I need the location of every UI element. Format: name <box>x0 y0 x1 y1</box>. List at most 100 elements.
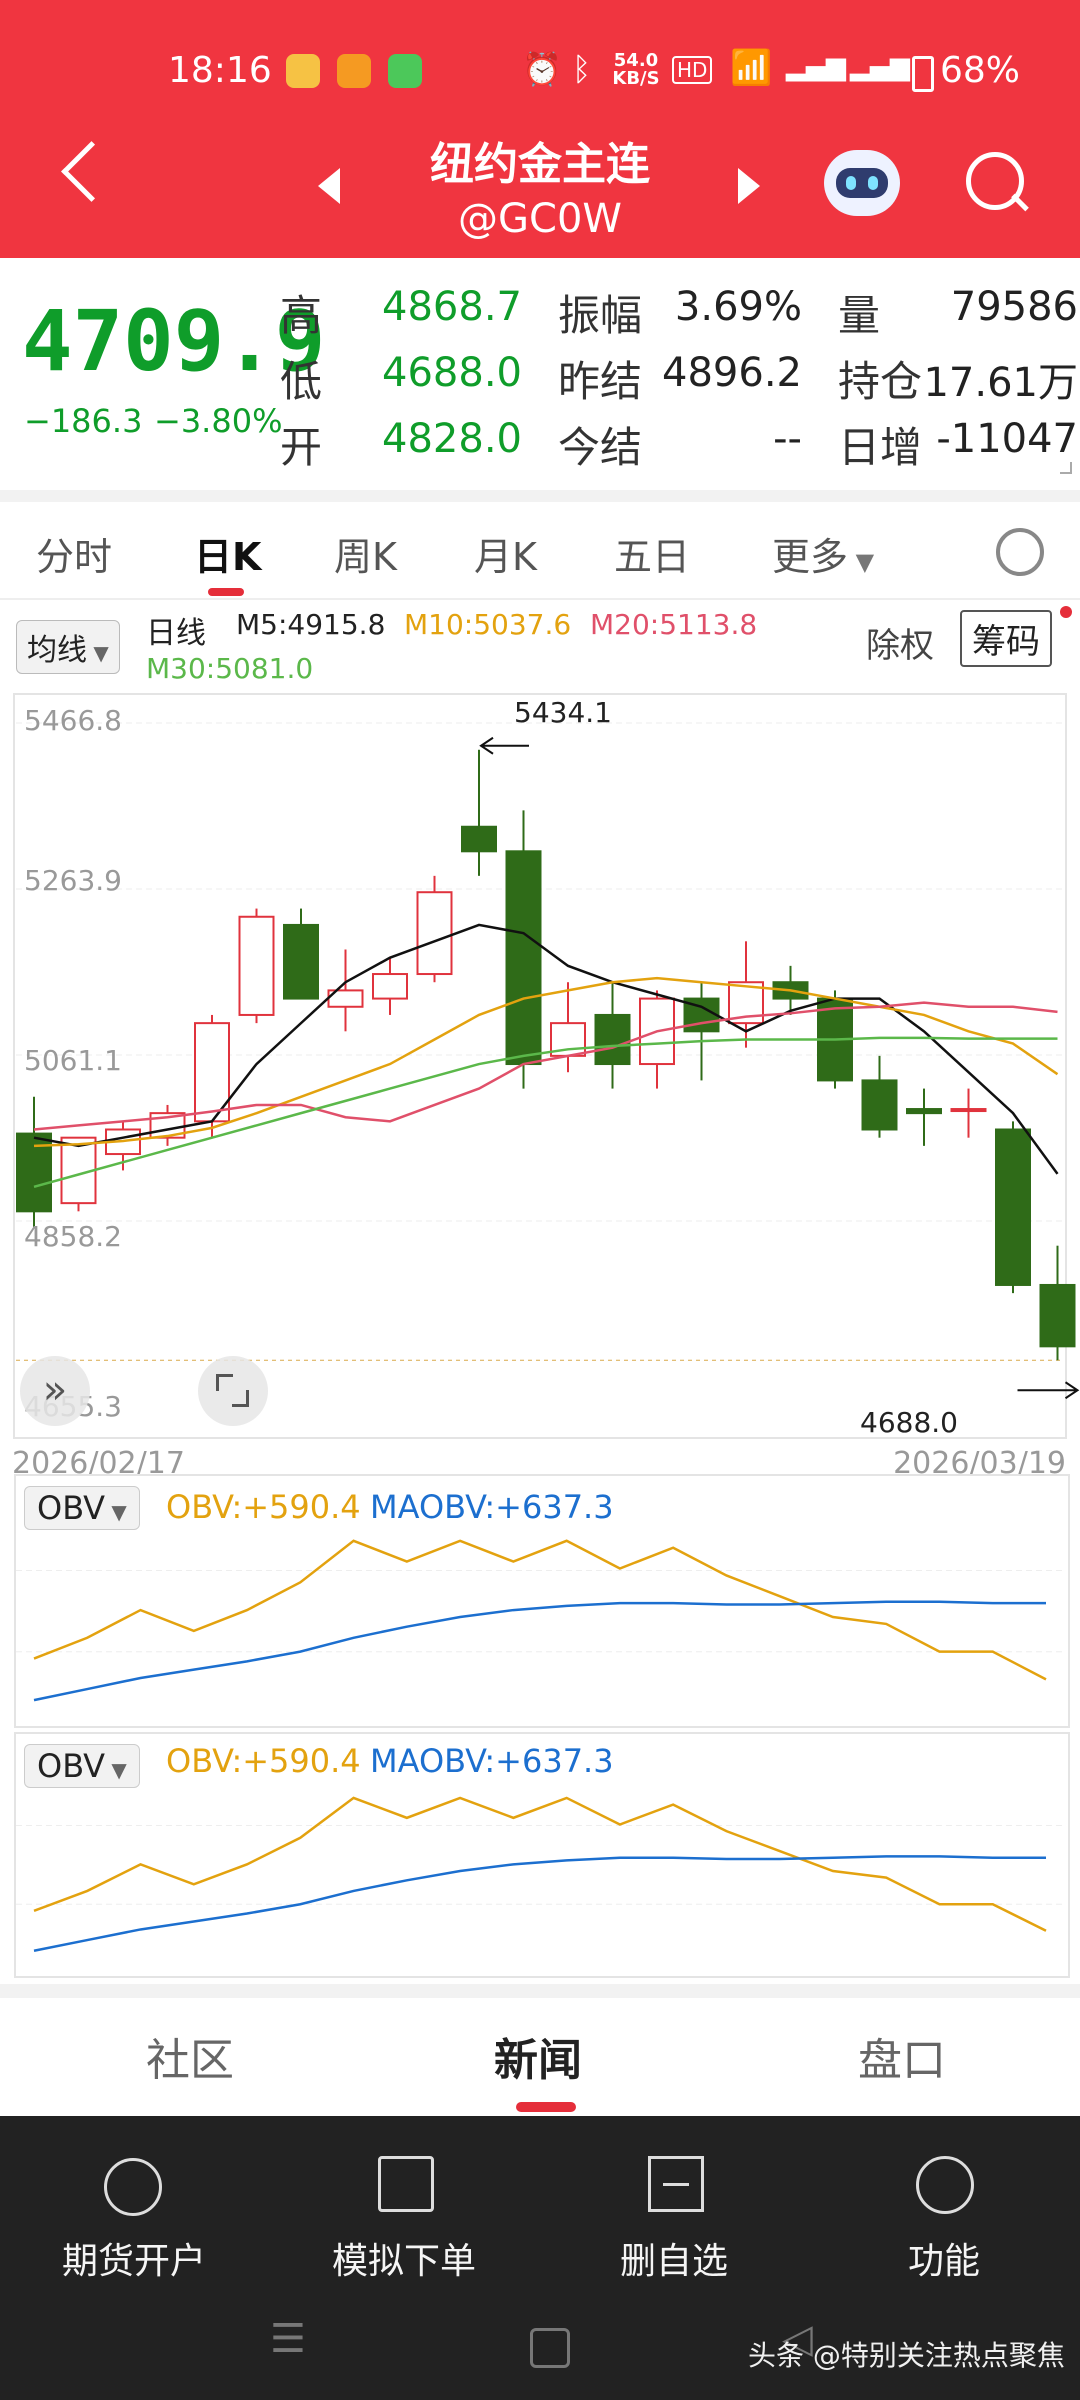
candle-body-21 <box>950 1108 987 1113</box>
tab-more-label: 更多 <box>772 535 849 579</box>
last-price: 4709.9 <box>22 292 326 390</box>
candle-body-5 <box>238 915 275 1016</box>
obv-value-1: OBV:+590.4 <box>166 1488 361 1526</box>
ex-rights-button[interactable]: 除权 <box>866 626 934 666</box>
ma10-value: M10:5037.6 <box>404 608 572 641</box>
watermark: 头条 @特别关注热点聚焦 <box>748 2339 1065 2372</box>
low-label: 低 <box>280 357 323 406</box>
candle-body-13 <box>594 1013 631 1066</box>
ma-line-m30 <box>33 1036 1058 1188</box>
obv-panel-2[interactable] <box>14 1732 1070 1978</box>
contract-code: @GC0W <box>458 196 622 242</box>
signal-icon-1: ▂▄▆ <box>786 52 846 82</box>
obv-panel-1[interactable] <box>14 1474 1070 1728</box>
indicator-mode-select[interactable]: 均线 ▼ <box>16 620 120 674</box>
candle-body-22 <box>995 1128 1031 1286</box>
futures-account-label: 期货开户 <box>61 2241 206 2282</box>
search-icon[interactable] <box>966 152 1024 210</box>
tab-weekly-k[interactable]: 周K <box>334 535 397 579</box>
menu-circle-icon <box>916 2156 974 2214</box>
tab-news[interactable]: 新闻 <box>494 2035 582 2086</box>
volume-value: 79586 <box>950 284 1078 330</box>
prev-contract-icon[interactable] <box>318 168 340 204</box>
candle-body-19 <box>861 1079 898 1131</box>
today-settle-label: 今结 <box>558 423 643 472</box>
high-annotation: 5434.1 <box>514 696 612 729</box>
battery-icon <box>912 56 934 92</box>
tab-intraday[interactable]: 分时 <box>36 535 113 579</box>
high-arrow <box>479 736 529 755</box>
amplitude-label: 振幅 <box>558 291 643 340</box>
account-icon <box>104 2158 162 2216</box>
functions-label: 功能 <box>907 2241 980 2282</box>
candle-body-23 <box>1039 1283 1076 1348</box>
tab-monthly-k[interactable]: 月K <box>474 535 537 579</box>
minus-square-icon <box>648 2156 704 2212</box>
y-tick-3: 4858.2 <box>24 1220 122 1253</box>
open-value: 4828.0 <box>382 416 522 462</box>
tab-more[interactable]: 更多 ▼ <box>772 526 874 581</box>
obv-indicator-select-1[interactable]: OBV ▼ <box>24 1486 140 1530</box>
low-annotation: 4688.0 <box>860 1406 958 1439</box>
status-time: 18:16 <box>168 50 272 91</box>
chevron-down-icon: ▼ <box>848 548 875 576</box>
notification-dot <box>1060 606 1072 618</box>
net-speed: 54.0 KB/S <box>612 50 660 89</box>
next-contract-icon[interactable] <box>738 168 760 204</box>
obv-value-2: OBV:+590.4 <box>166 1742 361 1780</box>
volume-label: 量 <box>838 291 881 340</box>
prev-settle-label: 昨结 <box>558 357 643 406</box>
low-value: 4688.0 <box>382 350 522 396</box>
candle-body-9 <box>416 891 453 976</box>
maobv-line <box>33 1600 1046 1702</box>
expand-corner-icon[interactable] <box>1060 462 1072 474</box>
open-label: 开 <box>280 423 323 472</box>
amplitude-value: 3.69% <box>674 284 802 330</box>
low-arrow <box>1017 1381 1080 1400</box>
y-tick-2: 5061.1 <box>24 1044 122 1077</box>
divider <box>0 490 1080 502</box>
tab-community[interactable]: 社区 <box>146 2035 234 2086</box>
tab-five-day[interactable]: 五日 <box>614 535 691 579</box>
alarm-icon: ⏰ <box>522 50 562 88</box>
hd-icon: HD <box>672 56 713 84</box>
daily-change-value: -11047 <box>936 416 1078 462</box>
system-home-icon[interactable] <box>530 2328 570 2368</box>
chevron-down-icon: ▼ <box>105 1500 127 1524</box>
period-label: 日线 <box>146 616 206 651</box>
active-tab-indicator <box>208 588 244 596</box>
open-interest-value: 17.61万 <box>923 360 1078 406</box>
app-icon <box>337 54 372 88</box>
obv-line <box>33 1539 1047 1681</box>
obv-line <box>33 1796 1047 1932</box>
obv-chart-2 <box>16 1796 1064 1952</box>
expand-left-icon[interactable]: » <box>20 1356 90 1426</box>
obv-select-label-1: OBV <box>37 1489 106 1527</box>
futures-account-button[interactable]: 期货开户 <box>24 2138 244 2282</box>
tab-daily-k[interactable]: 日K <box>194 535 262 579</box>
ma-line-m5 <box>33 923 1059 1175</box>
fullscreen-icon[interactable] <box>198 1356 268 1426</box>
price-change-pct: −3.80% <box>154 402 283 440</box>
obv-indicator-select-2[interactable]: OBV ▼ <box>24 1744 140 1788</box>
paper-trade-label: 模拟下单 <box>331 2241 476 2282</box>
robot-assistant-icon[interactable] <box>824 150 900 216</box>
battery-level: 68% <box>940 50 1021 91</box>
system-back-icon[interactable]: ◁ <box>782 2316 813 2362</box>
y-tick-0: 5466.8 <box>24 704 122 737</box>
maobv-value-1: MAOBV:+637.3 <box>370 1488 614 1526</box>
wifi-icon: 📶 <box>730 48 773 88</box>
functions-button[interactable]: 功能 <box>834 2138 1054 2282</box>
kline-chart[interactable] <box>0 690 1080 1470</box>
message-icon <box>388 54 423 88</box>
ma-line-m20 <box>33 1001 1058 1131</box>
tab-order-book[interactable]: 盘口 <box>858 2035 946 2086</box>
maobv-line <box>33 1855 1046 1952</box>
system-menu-icon[interactable]: ☰ <box>270 2316 306 2362</box>
app-notification-icons <box>286 54 423 92</box>
remove-watchlist-button[interactable]: 删自选 <box>564 2138 784 2282</box>
settings-icon[interactable] <box>996 528 1044 576</box>
chip-distribution-button[interactable]: 筹码 <box>960 610 1052 667</box>
candle-body-8 <box>372 973 408 1000</box>
paper-trade-button[interactable]: 模拟下单 <box>294 2138 514 2282</box>
